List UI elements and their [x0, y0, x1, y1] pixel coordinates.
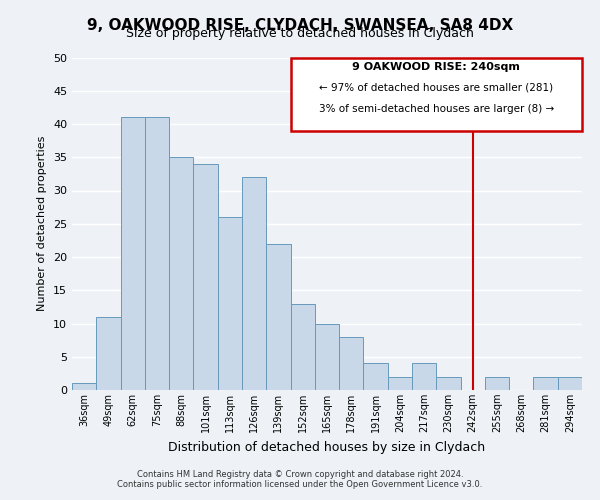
Text: 9, OAKWOOD RISE, CLYDACH, SWANSEA, SA8 4DX: 9, OAKWOOD RISE, CLYDACH, SWANSEA, SA8 4…: [87, 18, 513, 32]
Bar: [169, 157, 193, 390]
Bar: [364, 364, 388, 390]
Y-axis label: Number of detached properties: Number of detached properties: [37, 136, 47, 312]
Bar: [193, 164, 218, 390]
Bar: [558, 376, 582, 390]
Bar: [121, 118, 145, 390]
Bar: [72, 384, 96, 390]
Bar: [290, 304, 315, 390]
Bar: [218, 217, 242, 390]
Bar: [145, 118, 169, 390]
Bar: [412, 364, 436, 390]
Bar: [315, 324, 339, 390]
Bar: [485, 376, 509, 390]
Bar: [266, 244, 290, 390]
Bar: [96, 317, 121, 390]
Text: Size of property relative to detached houses in Clydach: Size of property relative to detached ho…: [126, 28, 474, 40]
Bar: [242, 177, 266, 390]
Text: 3% of semi-detached houses are larger (8) →: 3% of semi-detached houses are larger (8…: [319, 104, 554, 115]
Text: ← 97% of detached houses are smaller (281): ← 97% of detached houses are smaller (28…: [319, 82, 553, 92]
X-axis label: Distribution of detached houses by size in Clydach: Distribution of detached houses by size …: [169, 440, 485, 454]
Bar: [339, 337, 364, 390]
Text: Contains HM Land Registry data © Crown copyright and database right 2024.
Contai: Contains HM Land Registry data © Crown c…: [118, 470, 482, 489]
Text: 9 OAKWOOD RISE: 240sqm: 9 OAKWOOD RISE: 240sqm: [352, 62, 520, 72]
FancyBboxPatch shape: [290, 58, 582, 130]
Bar: [388, 376, 412, 390]
Bar: [533, 376, 558, 390]
Bar: [436, 376, 461, 390]
